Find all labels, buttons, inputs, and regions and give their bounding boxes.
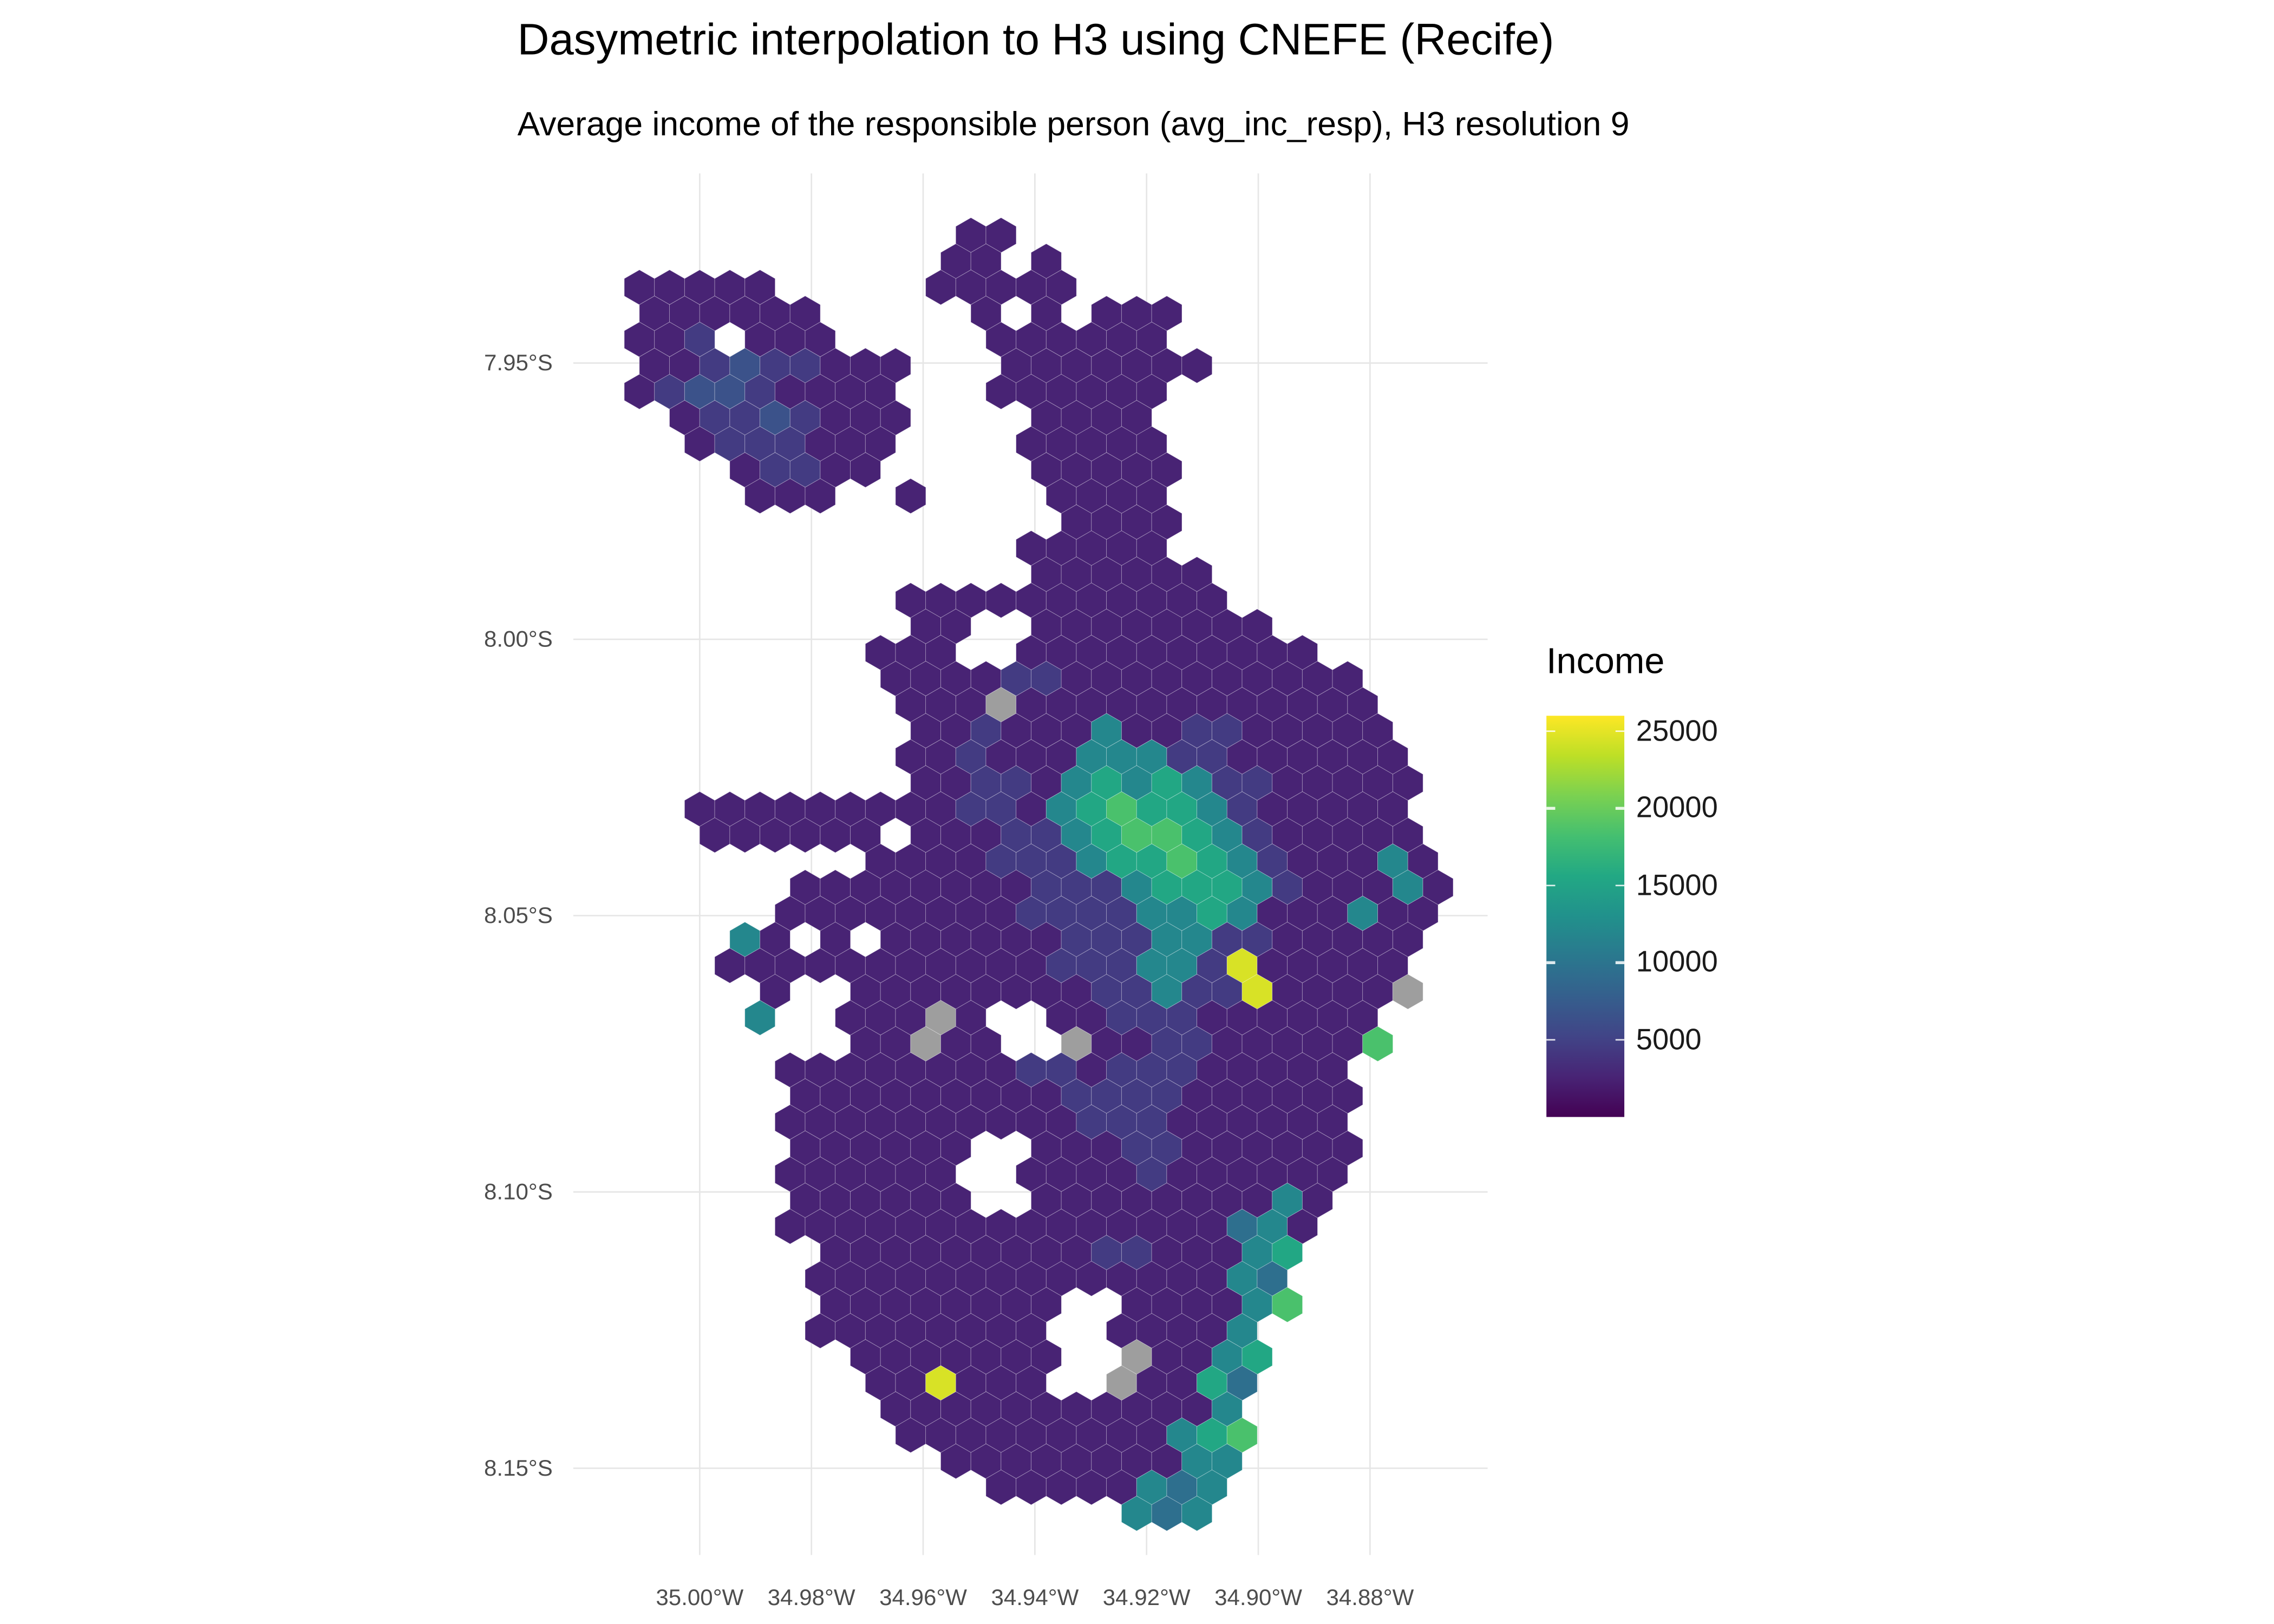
hex-cell xyxy=(805,478,836,514)
hex-cell xyxy=(1362,1026,1394,1062)
hex-cell xyxy=(1181,348,1213,384)
legend-tick-label: 5000 xyxy=(1636,1023,1702,1056)
legend-tick-label: 25000 xyxy=(1636,715,1718,748)
legend-colorbar xyxy=(1546,716,1625,1117)
y-axis-tick-label: 8.10°S xyxy=(484,1178,553,1204)
hex-cell xyxy=(850,452,881,488)
legend-tick-label: 15000 xyxy=(1636,869,1718,902)
legend-tick xyxy=(1615,1038,1625,1041)
y-axis-tick-label: 8.15°S xyxy=(484,1455,553,1481)
x-axis-tick-label: 34.98°W xyxy=(768,1584,855,1610)
hex-cell xyxy=(985,582,1017,618)
hex-cell xyxy=(1181,1495,1213,1531)
legend-tick xyxy=(1615,884,1625,887)
legend-tick xyxy=(1546,1038,1556,1041)
legend-tick-label: 10000 xyxy=(1636,946,1718,979)
x-axis-tick-label: 34.92°W xyxy=(1103,1584,1191,1610)
x-axis-tick-label: 35.00°W xyxy=(656,1584,743,1610)
legend-tick xyxy=(1546,884,1556,887)
x-axis-tick-label: 34.88°W xyxy=(1326,1584,1414,1610)
axis-layer: 35.00°W 34.98°W 34.96°W 34.94°W 34.92°W 34.90… xyxy=(484,350,1414,1610)
legend-tick-label: 20000 xyxy=(1636,792,1718,825)
legend-tick xyxy=(1546,730,1556,732)
x-axis-tick-label: 34.90°W xyxy=(1214,1584,1302,1610)
hex-cell xyxy=(744,1000,776,1036)
legend-tick xyxy=(1615,961,1625,964)
x-axis-tick-label: 34.96°W xyxy=(879,1584,967,1610)
page-subtitle: Average income of the responsible person… xyxy=(517,104,1630,143)
legend: Income 25000 20000 15000 10000 5000 xyxy=(1546,642,1899,1142)
legend-tick xyxy=(1546,807,1556,810)
legend-tick xyxy=(1615,730,1625,732)
y-axis-tick-label: 8.00°S xyxy=(484,626,553,652)
hex-cell xyxy=(1272,1287,1303,1323)
legend-tick xyxy=(1615,807,1625,810)
x-axis-tick-label: 34.94°W xyxy=(991,1584,1079,1610)
legend-tick xyxy=(1546,961,1556,964)
y-axis-tick-label: 7.95°S xyxy=(484,350,553,375)
y-axis-tick-label: 8.05°S xyxy=(484,902,553,928)
hex-layer xyxy=(624,217,1454,1531)
legend-title: Income xyxy=(1546,642,1665,682)
page-title: Dasymetric interpolation to H3 using CNE… xyxy=(517,16,1554,65)
hex-cell xyxy=(895,478,926,514)
hex-cell-na xyxy=(1392,974,1423,1010)
